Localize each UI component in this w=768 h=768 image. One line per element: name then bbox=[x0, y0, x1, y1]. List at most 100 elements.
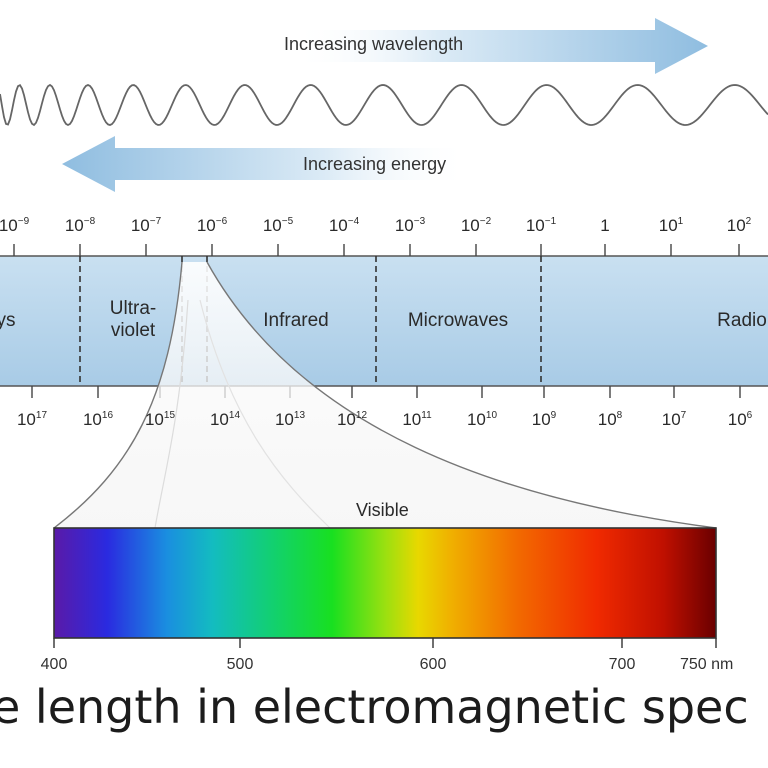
frequency-tick-label: 1015 bbox=[145, 410, 175, 430]
wavelength-tick-label: 10−5 bbox=[263, 216, 293, 236]
frequency-tick-base: 10 bbox=[144, 410, 164, 429]
wavelength-tick-label: 10−8 bbox=[65, 216, 95, 236]
frequency-tick-base: 10 bbox=[597, 410, 617, 429]
ultraviolet-line2: violet bbox=[110, 320, 156, 341]
wavelength-tick-base: 10 bbox=[460, 216, 480, 235]
visible-spectrum-bar bbox=[53, 527, 717, 639]
frequency-tick-label: 107 bbox=[662, 410, 686, 430]
visible-fan-right-edge bbox=[206, 261, 717, 529]
wavelength-tick-exponent: 2 bbox=[745, 216, 752, 227]
energy-arrow bbox=[62, 136, 470, 192]
region-microwaves-label: Microwaves bbox=[407, 310, 509, 331]
frequency-tick-base: 10 bbox=[336, 410, 356, 429]
frequency-tick-exponent: 10 bbox=[485, 410, 498, 421]
frequency-tick-base: 10 bbox=[531, 410, 551, 429]
wavelength-tick-exponent: −1 bbox=[544, 216, 557, 227]
wavelength-arrow bbox=[292, 18, 708, 74]
wavelength-tick-exponent: −7 bbox=[149, 216, 162, 227]
wavelength-tick-label: 10−4 bbox=[329, 216, 359, 236]
nm-tick-500: 500 bbox=[226, 656, 254, 673]
frequency-tick-base: 10 bbox=[402, 410, 422, 429]
frequency-tick-exponent: 17 bbox=[35, 410, 48, 421]
wavelength-tick-base: 10 bbox=[262, 216, 282, 235]
frequency-tick-exponent: 14 bbox=[228, 410, 241, 421]
visible-fan bbox=[54, 262, 716, 528]
wavelength-tick-label: 10−3 bbox=[395, 216, 425, 236]
wavelength-tick-label: 10−1 bbox=[526, 216, 556, 236]
wavelength-tick-base: 10 bbox=[196, 216, 216, 235]
wavelength-tick-exponent: 1 bbox=[677, 216, 684, 227]
frequency-tick-base: 10 bbox=[82, 410, 102, 429]
frequency-tick-marks bbox=[31, 386, 741, 398]
frequency-tick-label: 109 bbox=[532, 410, 556, 430]
region-ultraviolet-label: Ultra- violet bbox=[110, 298, 156, 342]
wavelength-tick-base: 1 bbox=[600, 216, 610, 235]
frequency-tick-label: 108 bbox=[598, 410, 622, 430]
frequency-tick-exponent: 11 bbox=[421, 410, 432, 421]
frequency-tick-exponent: 8 bbox=[616, 410, 623, 421]
wavelength-tick-base: 10 bbox=[658, 216, 678, 235]
wavelength-tick-label: 1 bbox=[600, 216, 609, 236]
frequency-tick-label: 1017 bbox=[17, 410, 47, 430]
wavelength-tick-label: 10−2 bbox=[461, 216, 491, 236]
wavelength-tick-label: 10−6 bbox=[197, 216, 227, 236]
frequency-tick-label: 1013 bbox=[275, 410, 305, 430]
frequency-tick-label: 1012 bbox=[337, 410, 367, 430]
region-xrays-label: ys bbox=[0, 310, 16, 331]
wavelength-tick-label: 10−7 bbox=[131, 216, 161, 236]
frequency-tick-exponent: 12 bbox=[355, 410, 368, 421]
frequency-tick-label: 106 bbox=[728, 410, 752, 430]
wavelength-tick-base: 10 bbox=[328, 216, 348, 235]
wavelength-tick-exponent: −3 bbox=[413, 216, 426, 227]
caption-text: e length in electromagnetic spec bbox=[0, 680, 749, 734]
wavelength-tick-base: 10 bbox=[64, 216, 84, 235]
wavelength-tick-base: 10 bbox=[0, 216, 18, 235]
wavelength-tick-marks bbox=[13, 244, 740, 256]
wavelength-tick-exponent: −6 bbox=[215, 216, 228, 227]
wavelength-tick-base: 10 bbox=[726, 216, 746, 235]
region-radio-label: Radio bbox=[717, 310, 767, 331]
wavelength-tick-exponent: −9 bbox=[17, 216, 30, 227]
wavelength-tick-label: 10−9 bbox=[0, 216, 29, 236]
nm-tick-400: 400 bbox=[40, 656, 68, 673]
frequency-tick-label: 1010 bbox=[467, 410, 497, 430]
visible-label: Visible bbox=[356, 500, 409, 520]
wavelength-tick-label: 101 bbox=[659, 216, 683, 236]
energy-arrow-label: Increasing energy bbox=[303, 154, 447, 174]
wavelength-tick-exponent: −4 bbox=[347, 216, 360, 227]
wavelength-tick-exponent: −8 bbox=[83, 216, 96, 227]
wavelength-tick-base: 10 bbox=[394, 216, 414, 235]
spectrum-band bbox=[0, 256, 768, 386]
ultraviolet-line1: Ultra- bbox=[109, 298, 157, 319]
region-infrared-label: Infrared bbox=[263, 310, 329, 331]
wavelength-tick-base: 10 bbox=[525, 216, 545, 235]
visible-fan-left-edge bbox=[53, 261, 183, 529]
frequency-tick-exponent: 6 bbox=[746, 410, 753, 421]
wave-line bbox=[0, 83, 768, 127]
frequency-tick-exponent: 13 bbox=[293, 410, 306, 421]
wavelength-tick-exponent: −2 bbox=[479, 216, 492, 227]
wavelength-tick-base: 10 bbox=[130, 216, 150, 235]
nm-tick-700: 700 bbox=[608, 656, 636, 673]
fan-guide-2 bbox=[199, 299, 331, 529]
frequency-tick-base: 10 bbox=[274, 410, 294, 429]
frequency-tick-label: 1016 bbox=[83, 410, 113, 430]
nm-tick-750: 750 nm bbox=[680, 656, 734, 673]
frequency-tick-base: 10 bbox=[727, 410, 747, 429]
nm-tick-600: 600 bbox=[419, 656, 447, 673]
frequency-tick-exponent: 15 bbox=[163, 410, 176, 421]
wavelength-tick-exponent: −5 bbox=[281, 216, 294, 227]
frequency-tick-exponent: 7 bbox=[680, 410, 687, 421]
wavelength-arrow-label: Increasing wavelength bbox=[284, 34, 464, 54]
frequency-tick-exponent: 9 bbox=[550, 410, 557, 421]
frequency-tick-base: 10 bbox=[661, 410, 681, 429]
frequency-tick-label: 1011 bbox=[402, 410, 431, 430]
frequency-tick-base: 10 bbox=[16, 410, 36, 429]
frequency-tick-label: 1014 bbox=[210, 410, 240, 430]
visible-tick-marks bbox=[53, 638, 717, 648]
frequency-tick-base: 10 bbox=[209, 410, 229, 429]
frequency-tick-exponent: 16 bbox=[101, 410, 114, 421]
wavelength-tick-label: 102 bbox=[727, 216, 751, 236]
fan-guide-1 bbox=[154, 299, 189, 529]
